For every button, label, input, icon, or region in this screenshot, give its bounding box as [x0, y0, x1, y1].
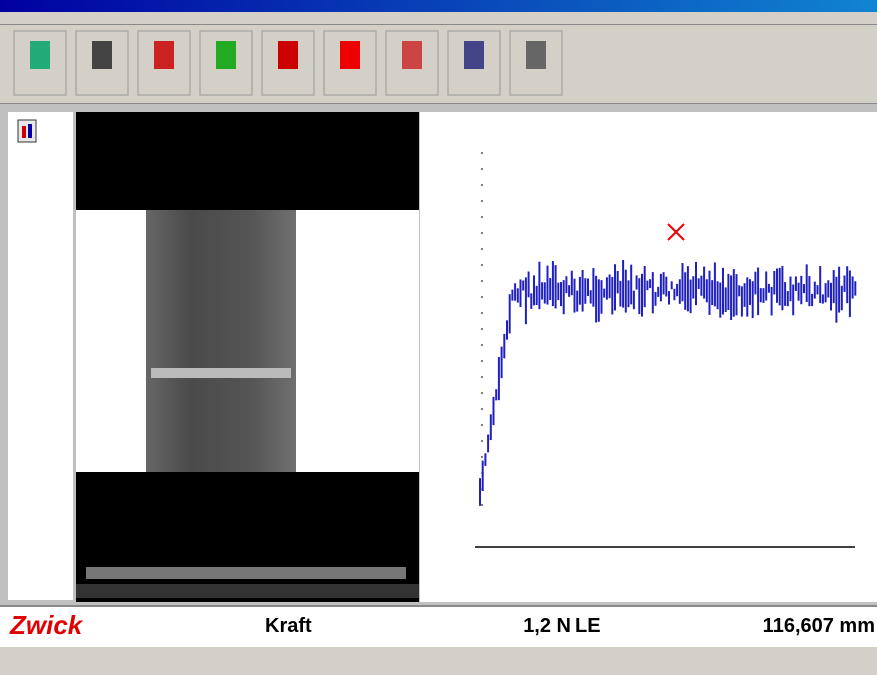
specimen: [146, 210, 296, 472]
video-controls[interactable]: [86, 567, 406, 579]
toolbar-icon: [216, 41, 236, 69]
toolbar-icon: [526, 41, 546, 69]
toolbar-icon: [278, 41, 298, 69]
toolbar-icon: [92, 41, 112, 69]
toolbar-icons: [0, 25, 600, 103]
menu-bar: [0, 12, 877, 25]
channel-value: 1,2 N: [523, 615, 571, 638]
channel-label: LE: [575, 615, 601, 638]
peak-marker: [668, 224, 684, 240]
status-bar: [0, 647, 877, 675]
title-bar: [0, 0, 877, 12]
chart-panel: [420, 112, 877, 602]
toolbar-icon: [30, 41, 50, 69]
video-frame: [76, 210, 419, 472]
readout-bar: [0, 605, 877, 647]
tree-icon: [8, 112, 48, 152]
plot: [420, 112, 877, 602]
toolbar-icon: [402, 41, 422, 69]
video-panel: [76, 112, 419, 602]
tree-panel: [8, 112, 73, 600]
video-status: [76, 584, 419, 598]
toolbar-icon: [340, 41, 360, 69]
marker-line: [151, 368, 291, 378]
channel-label: Kraft: [265, 615, 312, 638]
logo: Zwick: [10, 610, 82, 641]
toolbar-icon: [464, 41, 484, 69]
toolbar: [0, 25, 877, 104]
channel-value: 116,607 mm: [763, 615, 875, 638]
app-window: Zwick Kraft 1,2 N LE 116,607 mm: [0, 0, 877, 675]
toolbar-icon: [154, 41, 174, 69]
